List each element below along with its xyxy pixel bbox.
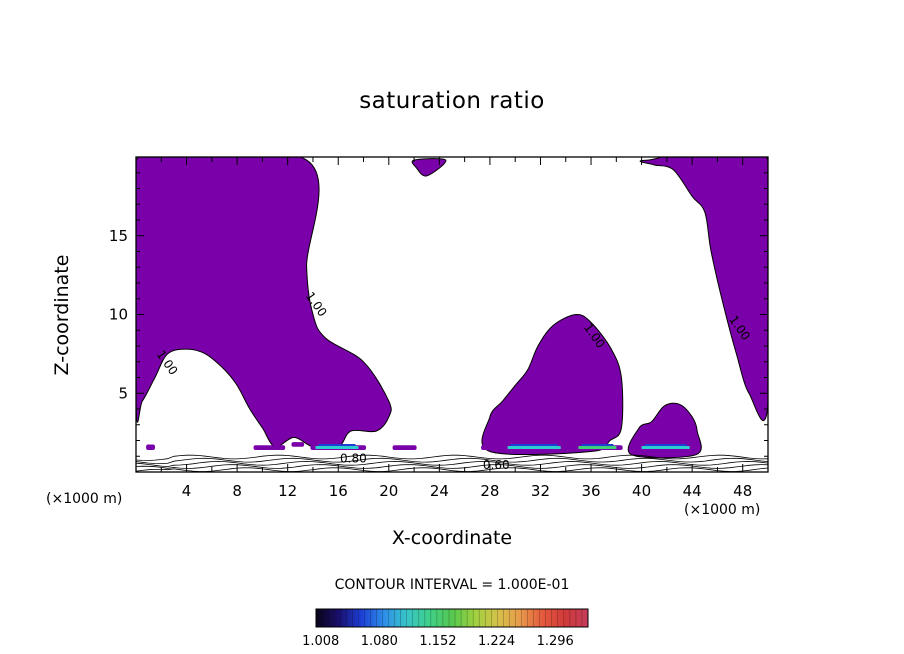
patch bbox=[481, 445, 501, 450]
colorbar-tick-label: 1.224 bbox=[477, 634, 516, 649]
x-axis-label: X-coordinate bbox=[391, 527, 513, 549]
y-tick-label: 10 bbox=[109, 306, 128, 324]
colorbar-gradient bbox=[315, 608, 589, 628]
x-unit-label-left: (×1000 m) bbox=[46, 491, 123, 507]
colorbar-tick-label: 1.296 bbox=[536, 634, 574, 649]
boundary-layer-patches bbox=[146, 442, 696, 452]
x-unit-label-right: (×1000 m) bbox=[684, 502, 761, 518]
surface-contour-line bbox=[136, 460, 768, 468]
supersaturation-core bbox=[510, 444, 558, 447]
x-tick-label: 32 bbox=[531, 482, 550, 500]
saturated-region-center-plume bbox=[481, 313, 624, 456]
x-tick-label: 20 bbox=[379, 482, 398, 500]
contour-label: 0.80 bbox=[340, 452, 367, 466]
y-axis: 5 10 15 bbox=[109, 172, 768, 457]
colorbar bbox=[315, 608, 589, 628]
x-tick-label: 4 bbox=[182, 482, 192, 500]
x-tick-label: 28 bbox=[480, 482, 499, 500]
x-tick-label: 40 bbox=[632, 482, 651, 500]
chart-title: saturation ratio bbox=[359, 88, 545, 114]
saturated-regions bbox=[136, 157, 768, 459]
supersaturation-core bbox=[644, 444, 687, 447]
x-axis: 4 8 12 16 20 24 28 32 36 40 44 48 bbox=[160, 157, 752, 500]
colorbar-tick-label: 1.152 bbox=[419, 634, 457, 649]
y-axis-label: Z-coordinate bbox=[51, 254, 73, 376]
saturated-region-top-center bbox=[411, 158, 447, 177]
supersaturation-core bbox=[641, 446, 690, 450]
supersaturation-core bbox=[578, 446, 617, 450]
contour-interval-text: CONTOUR INTERVAL = 1.000E-01 bbox=[334, 577, 570, 593]
x-tick-label: 44 bbox=[683, 482, 702, 500]
surface-contour-line bbox=[136, 457, 768, 465]
patch bbox=[392, 445, 417, 450]
saturated-region-left bbox=[136, 157, 392, 449]
x-tick-label: 36 bbox=[581, 482, 600, 500]
surface-contours bbox=[136, 454, 768, 472]
supersaturation-core bbox=[318, 444, 356, 447]
saturated-region-right bbox=[639, 157, 768, 422]
surface-contour-line bbox=[136, 454, 768, 461]
x-tick-label: 24 bbox=[430, 482, 449, 500]
x-tick-label: 12 bbox=[278, 482, 297, 500]
surface-contour-line bbox=[136, 464, 768, 469]
contour-label: 0.60 bbox=[483, 458, 510, 472]
supersaturation-core bbox=[581, 444, 614, 447]
x-tick-label: 16 bbox=[329, 482, 348, 500]
surface-contour-line bbox=[136, 467, 768, 472]
supersaturation-core bbox=[507, 446, 561, 450]
patch bbox=[253, 445, 286, 450]
x-tick-label: 48 bbox=[733, 482, 752, 500]
colorbar-tick-label: 1.080 bbox=[360, 634, 398, 649]
colorbar-tick-label: 1.008 bbox=[302, 634, 340, 649]
y-tick-label: 5 bbox=[118, 384, 128, 402]
supersaturation-core bbox=[315, 446, 359, 450]
y-tick-label: 15 bbox=[109, 227, 128, 245]
x-tick-label: 8 bbox=[232, 482, 242, 500]
patch bbox=[146, 444, 155, 450]
patch bbox=[291, 442, 305, 447]
